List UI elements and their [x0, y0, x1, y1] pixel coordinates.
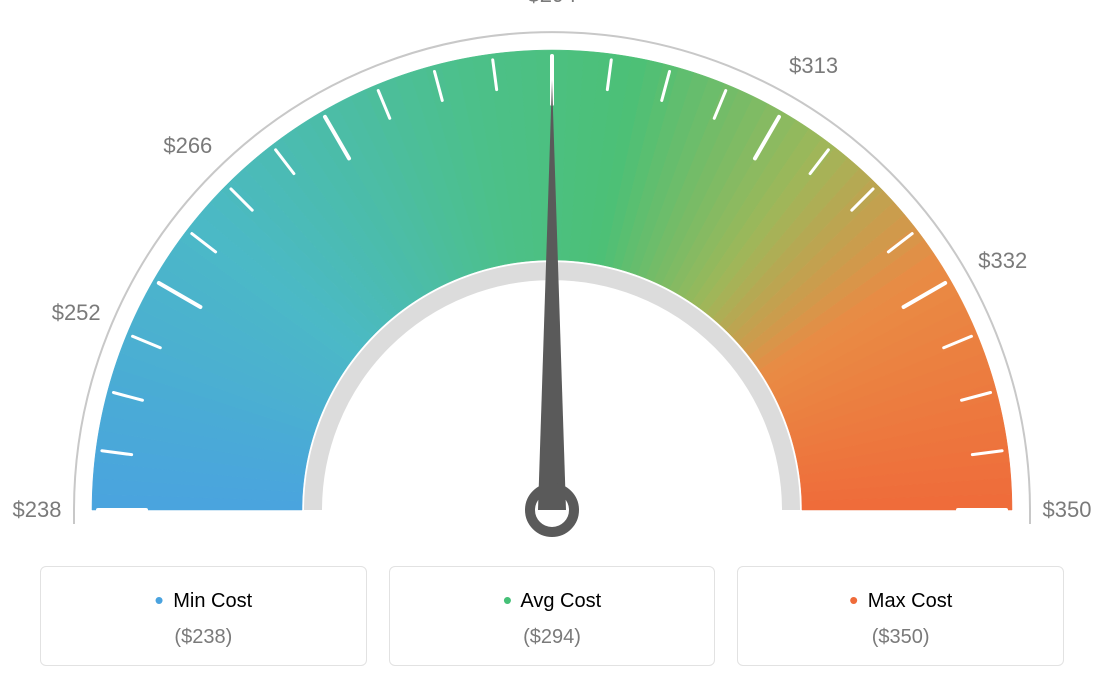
gauge-svg — [0, 0, 1104, 560]
legend-min-dot: • — [155, 585, 164, 615]
legend-max-dot: • — [849, 585, 858, 615]
gauge-tick-label: $294 — [528, 0, 577, 8]
legend-card-min: • Min Cost ($238) — [40, 566, 367, 666]
legend-avg-value: ($294) — [390, 626, 715, 649]
gauge-tick-label: $252 — [52, 300, 101, 326]
legend-avg-dot: • — [503, 585, 512, 615]
legend-avg-label: Avg Cost — [520, 590, 601, 612]
gauge-tick-label: $238 — [13, 497, 62, 523]
legend-card-max: • Max Cost ($350) — [737, 566, 1064, 666]
legend-avg-title: • Avg Cost — [390, 585, 715, 616]
legend-min-title: • Min Cost — [41, 585, 366, 616]
legend-max-label: Max Cost — [868, 590, 952, 612]
legend-row: • Min Cost ($238) • Avg Cost ($294) • Ma… — [40, 566, 1064, 666]
gauge-tick-label: $266 — [163, 133, 212, 159]
cost-gauge-widget: $238 $252 $266 $294 $313 $332 $350 • Min Cost … — [0, 0, 1104, 690]
legend-card-avg: • Avg Cost ($294) — [389, 566, 716, 666]
gauge-tick-label: $332 — [978, 248, 1027, 274]
gauge-tick-label: $313 — [789, 53, 838, 79]
legend-min-label: Min Cost — [173, 590, 252, 612]
gauge-area: $238 $252 $266 $294 $313 $332 $350 — [0, 0, 1104, 560]
legend-max-title: • Max Cost — [738, 585, 1063, 616]
gauge-tick-label: $350 — [1043, 497, 1092, 523]
legend-max-value: ($350) — [738, 626, 1063, 649]
legend-min-value: ($238) — [41, 626, 366, 649]
